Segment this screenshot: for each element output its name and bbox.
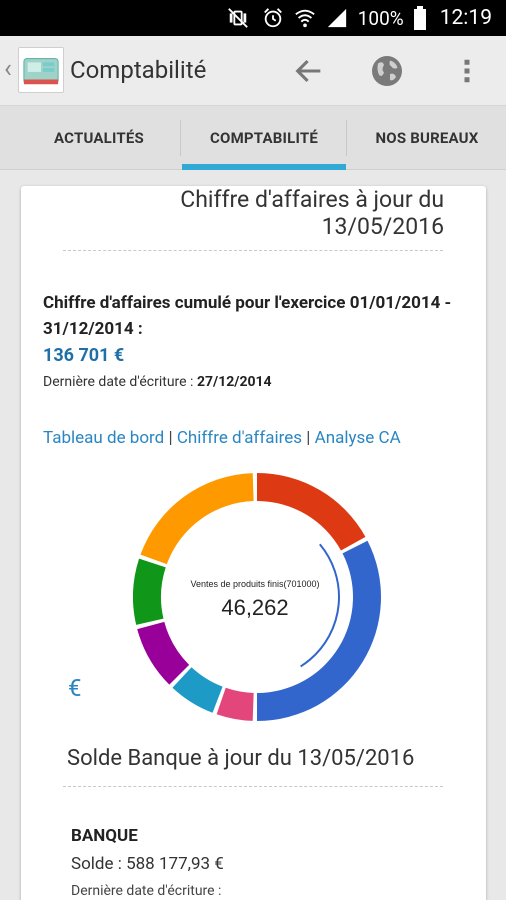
- tab-comptabilite[interactable]: COMPTABILITÉ: [182, 106, 346, 170]
- tab-bar: ACTUALITÉS COMPTABILITÉ NOS BUREAUX: [0, 106, 506, 170]
- accounting-card: Chiffre d'affaires à jour du 13/05/2016 …: [21, 186, 486, 900]
- donut-segment[interactable]: [133, 558, 166, 625]
- bank-name: BANQUE: [71, 826, 138, 846]
- link-tableau-de-bord[interactable]: Tableau de bord: [43, 428, 165, 448]
- app-title: Comptabilité: [70, 56, 207, 84]
- currency-symbol: €: [68, 674, 82, 702]
- bank-last-entry: Dernière date d'écriture :: [71, 883, 222, 899]
- donut-segments[interactable]: [133, 473, 381, 721]
- arrow-left-icon: [295, 59, 321, 83]
- mute-icon: [227, 8, 248, 28]
- app-logo[interactable]: [18, 47, 64, 93]
- back-button[interactable]: [290, 52, 328, 90]
- battery-percent: 100%: [357, 6, 404, 30]
- app-bar: ‹ Comptabilité: [0, 36, 506, 106]
- status-bar: 100% 12:19: [0, 0, 506, 36]
- revenue-title: Chiffre d'affaires à jour du 13/05/2016: [180, 186, 444, 240]
- donut-center-value: 46,262: [221, 595, 288, 620]
- last-entry-date: Dernière date d'écriture : 27/12/2014: [43, 374, 272, 390]
- alarm-icon: [263, 8, 282, 28]
- report-links: Tableau de bord | Chiffre d'affaires | A…: [43, 428, 401, 448]
- bank-balance: Solde : 588 177,93 €: [71, 854, 224, 874]
- donut-segment[interactable]: [137, 621, 190, 685]
- donut-center-label: Ventes de produits finis(701000): [190, 579, 319, 589]
- up-caret-icon[interactable]: ‹: [4, 54, 12, 84]
- overflow-menu-button[interactable]: [448, 52, 486, 90]
- globe-button[interactable]: [368, 52, 406, 90]
- bank-balance-title: Solde Banque à jour du 13/05/2016: [67, 746, 415, 771]
- link-chiffre-affaires[interactable]: Chiffre d'affaires: [176, 428, 303, 448]
- signal-icon: [327, 8, 346, 28]
- revenue-donut-chart[interactable]: Ventes de produits finis(701000) 46,262: [133, 473, 381, 721]
- tab-divider: [180, 120, 181, 156]
- more-vertical-icon: [464, 59, 470, 83]
- link-separator: |: [168, 428, 173, 448]
- cumulative-revenue-label: Chiffre d'affaires cumulé pour l'exercic…: [43, 293, 452, 339]
- last-entry-value: 27/12/2014: [196, 374, 272, 390]
- donut-segment[interactable]: [140, 473, 254, 565]
- tab-divider: [346, 120, 347, 156]
- tab-actualites[interactable]: ACTUALITÉS: [54, 129, 144, 147]
- tab-nos-bureaux[interactable]: NOS BUREAUX: [375, 129, 479, 147]
- selected-segment-indicator: [174, 514, 340, 680]
- divider: [63, 250, 443, 251]
- clock: 12:19: [439, 6, 492, 30]
- link-analyse-ca[interactable]: Analyse CA: [314, 428, 401, 448]
- cumulative-revenue-amount: 136 701 €: [43, 345, 125, 366]
- donut-segment[interactable]: [216, 687, 254, 721]
- donut-segment[interactable]: [257, 540, 381, 721]
- wifi-icon: [295, 9, 315, 28]
- battery-icon: [413, 6, 426, 30]
- last-entry-label: Dernière date d'écriture :: [43, 374, 197, 390]
- donut-segment[interactable]: [172, 667, 223, 713]
- divider: [63, 786, 443, 787]
- link-separator: |: [306, 428, 311, 448]
- globe-icon: [372, 56, 402, 86]
- donut-segment[interactable]: [257, 473, 366, 551]
